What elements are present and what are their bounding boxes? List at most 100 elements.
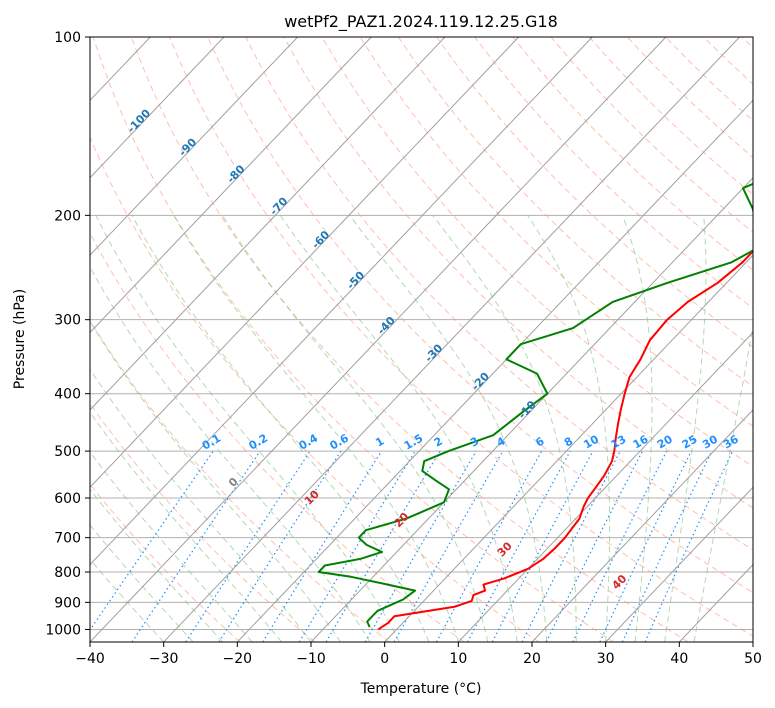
moist-adiabat-line [90, 266, 371, 642]
mixing-ratio-line [466, 450, 571, 642]
dry-adiabat-line [168, 37, 753, 637]
isotherm-line [90, 37, 372, 334]
dry-adiabat-line [90, 483, 241, 642]
isotherm-line [90, 37, 298, 256]
y-axis-title: Pressure (hPa) [12, 289, 28, 389]
x-tick-label: −20 [223, 651, 253, 667]
mixing-ratio-line [599, 450, 692, 642]
axis-ticks: −40 −30 −20 −10 0 10 20 30 40 5010020030040050060… [45, 30, 762, 667]
isotherm-label: -40 [375, 314, 398, 338]
x-tick-label: 40 [670, 651, 688, 667]
mixing-ratio-line [491, 450, 594, 642]
dry-adiabat-label: 20 [392, 510, 412, 530]
mixing-ratio-line [90, 450, 214, 631]
y-tick-label: 800 [54, 565, 81, 581]
mixing-ratio-line [572, 450, 668, 642]
mixing-ratio-label: 1 [373, 435, 386, 450]
mixing-ratio-line [325, 450, 441, 642]
x-tick-label: 50 [744, 651, 762, 667]
y-tick-label: 400 [54, 387, 81, 403]
dry-adiabat-label: 10 [302, 487, 322, 507]
moist-adiabat-line [349, 215, 548, 642]
isotherm-line [90, 37, 667, 642]
isotherm-line [752, 641, 753, 642]
x-tick-label: 20 [523, 651, 541, 667]
mixing-ratio-label: 8 [562, 435, 575, 450]
moist-adiabat-line [90, 368, 312, 642]
dry-adiabat-line [703, 37, 753, 85]
x-axis-title: Temperature (°C) [360, 681, 482, 697]
x-tick-label: 30 [597, 651, 615, 667]
dry-adiabat-line [474, 37, 753, 309]
mixing-ratio-label: 0.2 [247, 432, 270, 453]
isotherm-line [0, 37, 3, 642]
mixing-ratio-label: 6 [533, 434, 546, 449]
mixing-ratio-label: 13 [609, 433, 629, 452]
mixing-ratio-line [644, 450, 734, 642]
y-tick-label: 700 [54, 531, 81, 547]
dry-adiabat-label: 0 [226, 475, 241, 490]
dry-adiabat-line [588, 37, 753, 196]
isotherm-line [605, 486, 753, 642]
dry-adiabat-label: 30 [495, 539, 515, 559]
dry-adiabat-line [90, 319, 390, 642]
mixing-ratio-line [298, 450, 416, 642]
y-tick-label: 100 [54, 30, 81, 46]
moist-adiabat-line [131, 215, 430, 642]
dry-adiabat-line [90, 231, 465, 642]
dry-adiabat-line [436, 37, 753, 348]
x-tick-label: −30 [149, 651, 179, 667]
mixing-ratio-line [435, 450, 543, 642]
isotherms [0, 37, 753, 642]
x-tick-label: −10 [296, 651, 326, 667]
isotherm-line [90, 37, 593, 566]
mixing-ratio-label: 10 [581, 432, 601, 451]
isotherm-line [457, 331, 753, 642]
moist-adiabat-line [90, 524, 194, 642]
moist-adiabat-line [432, 214, 577, 642]
dry-adiabat-line [283, 37, 753, 509]
isotherm-label: -60 [309, 228, 332, 252]
y-tick-label: 300 [54, 313, 81, 329]
isotherm-label: -20 [469, 370, 492, 394]
dry-adiabat-label: 40 [609, 572, 629, 592]
y-tick-label: 200 [54, 208, 81, 224]
plot-frame [89, 36, 754, 643]
isotherm-line [90, 37, 225, 179]
mixing-ratio-line [364, 450, 477, 642]
moist-adiabat-line [693, 322, 753, 642]
isotherm-line [236, 99, 753, 642]
dry-adiabat-line [90, 402, 316, 642]
moist-adiabat-line [90, 320, 341, 642]
mixing-ratio-label: 1.5 [402, 432, 425, 453]
isotherm-line [310, 176, 753, 642]
dry-adiabat-line [397, 37, 753, 388]
x-tick-label: −40 [75, 651, 105, 667]
moist-adiabats [90, 214, 753, 642]
mixing-ratio-label: 25 [680, 433, 700, 452]
chart-title: wetPf2_PAZ1.2024.119.12.25.G18 [284, 12, 558, 32]
mixing-ratio-label: 2 [432, 435, 445, 450]
isotherm-line [90, 37, 519, 488]
mixing-ratio-label: 20 [655, 432, 675, 451]
isotherm-label: -30 [422, 341, 445, 365]
isotherm-label: -70 [267, 194, 290, 218]
dry-adiabats [90, 37, 753, 642]
mixing-ratio-label: 30 [700, 432, 720, 451]
dry-adiabat-line [92, 37, 614, 642]
mixing-ratio-label: 3 [468, 435, 481, 450]
isotherm-line [384, 254, 753, 642]
mixing-ratio-label: 0.1 [200, 432, 223, 453]
temperature-trace [377, 249, 753, 631]
mixing-ratio-label: 16 [631, 432, 651, 451]
isotherm-line [163, 37, 740, 642]
dry-adiabat-line [207, 37, 753, 594]
mixing-ratio-lines [90, 450, 734, 642]
isotherm-line [531, 409, 753, 642]
isotherm-label: -100 [125, 106, 154, 135]
y-tick-label: 900 [54, 595, 81, 611]
isotherm-label: -90 [176, 135, 199, 159]
pressure-gridlines [90, 37, 753, 630]
isotherm-line [90, 37, 446, 411]
dry-adiabat-line [321, 37, 753, 468]
